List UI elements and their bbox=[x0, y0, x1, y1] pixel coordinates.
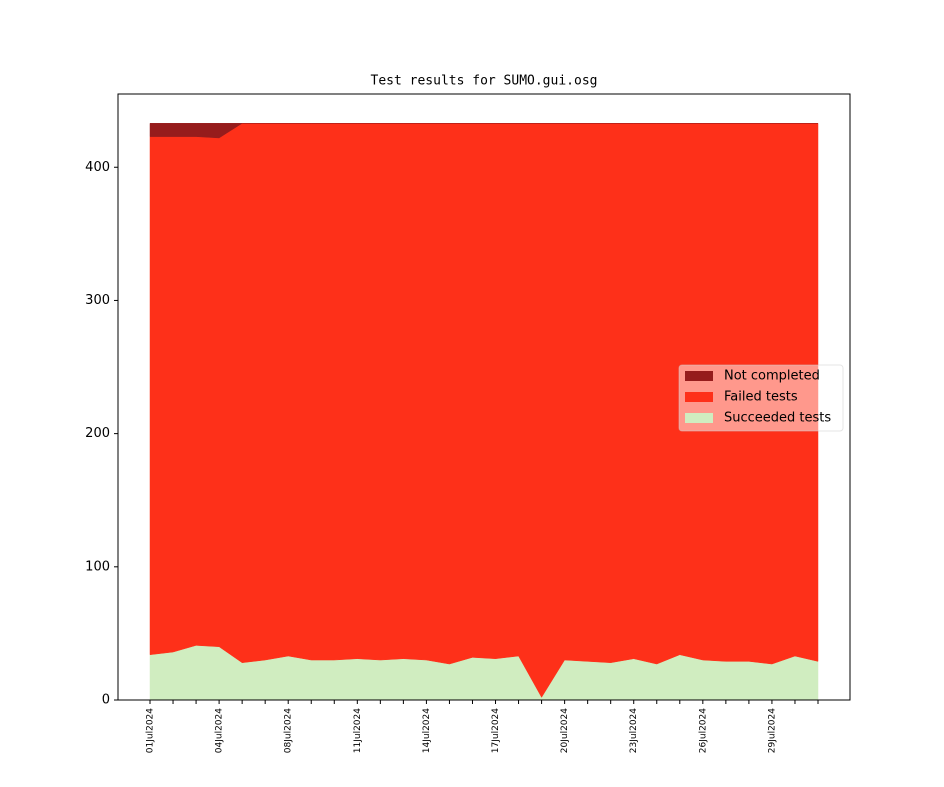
legend-swatch bbox=[685, 413, 713, 423]
x-tick-label: 14Jul2024 bbox=[422, 708, 432, 753]
x-tick-label: 20Jul2024 bbox=[560, 708, 570, 753]
y-tick-label: 400 bbox=[85, 160, 110, 175]
x-tick-label: 29Jul2024 bbox=[767, 708, 777, 753]
area bbox=[149, 123, 818, 139]
x-tick-label: 11Jul2024 bbox=[353, 708, 363, 753]
x-tick-label: 04Jul2024 bbox=[215, 708, 225, 753]
legend-swatch bbox=[685, 371, 713, 381]
y-tick-label: 200 bbox=[85, 426, 110, 441]
y-tick-label: 0 bbox=[102, 693, 110, 708]
legend-label: Not completed bbox=[724, 369, 820, 384]
y-tick-label: 100 bbox=[85, 559, 110, 574]
legend-swatch bbox=[685, 392, 713, 402]
plot-frame bbox=[117, 93, 851, 701]
legend-box bbox=[678, 364, 844, 432]
x-tick-label: 17Jul2024 bbox=[491, 708, 501, 753]
x-tick-label: 23Jul2024 bbox=[629, 708, 639, 753]
x-tick-label: 26Jul2024 bbox=[698, 708, 708, 753]
legend-label: Succeeded tests bbox=[724, 411, 831, 426]
legend: Not completed Failed tests Succeeded tests bbox=[678, 364, 844, 432]
x-tick-label: 08Jul2024 bbox=[284, 708, 294, 753]
legend-label: Failed tests bbox=[724, 390, 798, 405]
x-tick-label: 01Jul2024 bbox=[146, 708, 156, 753]
y-tick-label: 300 bbox=[85, 293, 110, 308]
chart-title: Test results for SUMO.gui.osg bbox=[371, 74, 598, 89]
